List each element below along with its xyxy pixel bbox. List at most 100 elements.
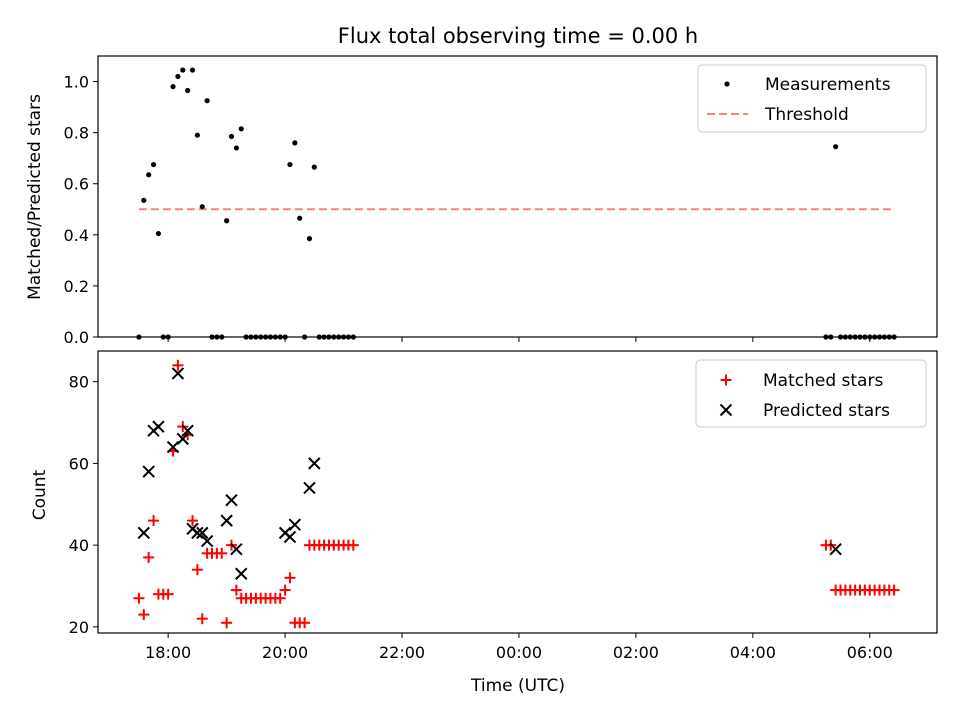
measurement-point xyxy=(833,144,839,150)
predicted-star-point xyxy=(137,526,151,540)
matched-star-point xyxy=(138,609,150,621)
predicted-star-point xyxy=(196,526,209,540)
x-b xyxy=(303,481,316,495)
x-b xyxy=(181,424,194,437)
x-b xyxy=(288,518,302,531)
matched-star-point xyxy=(196,613,208,625)
matched-star-point xyxy=(133,592,145,604)
predicted-star-point xyxy=(152,420,165,433)
x-b xyxy=(308,457,321,470)
x-b xyxy=(225,493,238,507)
measurement-point xyxy=(297,215,303,221)
top-ytick-label: 0.6 xyxy=(64,175,89,194)
predicted-star-point xyxy=(829,543,842,556)
matched-star-point xyxy=(162,588,174,600)
predicted-star-point xyxy=(191,526,204,540)
x-b xyxy=(196,526,209,540)
legend-threshold-label: Threshold xyxy=(764,105,849,125)
top-legend-box xyxy=(697,64,927,133)
matched-star-point xyxy=(279,584,291,596)
predicted-star-point xyxy=(283,530,297,544)
xtick-label: 02:00 xyxy=(613,643,659,662)
bottom-axes-frame xyxy=(97,350,938,634)
measurement-point xyxy=(292,140,298,146)
measurement-point xyxy=(287,161,293,168)
top-ytick-label: 0.4 xyxy=(64,226,89,245)
predicted-star-point xyxy=(308,457,321,470)
legend-matched-marker xyxy=(720,374,732,386)
x-b xyxy=(191,526,204,540)
measurement-point xyxy=(175,73,181,80)
predicted-star-point xyxy=(235,567,248,580)
predicted-star-point xyxy=(200,534,214,548)
matched-star-point xyxy=(888,584,900,596)
top-ytick-label: 0.8 xyxy=(64,124,89,143)
matched-star-point xyxy=(347,539,359,551)
x-b xyxy=(235,567,248,580)
x-b xyxy=(230,543,243,556)
x-b xyxy=(142,465,155,478)
measurement-point xyxy=(185,87,191,94)
xlabel: Time (UTC) xyxy=(470,676,565,696)
bottom-ytick-label: 80 xyxy=(69,373,89,392)
x-b xyxy=(171,367,185,380)
x-b xyxy=(166,440,180,454)
xtick-label: 04:00 xyxy=(730,643,776,662)
measurement-point xyxy=(155,230,162,237)
bottom-ytick-label: 40 xyxy=(69,536,89,555)
predicted-star-point xyxy=(181,424,194,437)
xtick-label: 20:00 xyxy=(262,643,308,662)
predicted-star-point xyxy=(230,543,243,556)
xtick-label: 06:00 xyxy=(847,643,893,662)
measurement-point xyxy=(238,126,244,132)
matched-star-point xyxy=(143,551,155,563)
matched-star-point xyxy=(230,584,242,596)
matched-star-point xyxy=(148,515,160,527)
measurement-point xyxy=(224,218,230,224)
bottom-ytick-label: 60 xyxy=(69,454,89,473)
predicted-star-point xyxy=(225,493,238,507)
matched-star-point xyxy=(274,592,286,604)
matched-star-point xyxy=(187,515,199,527)
measurement-point xyxy=(189,67,196,73)
x-b xyxy=(200,534,214,548)
measurement-point xyxy=(228,133,235,140)
top-ylabel: Matched/Predicted stars xyxy=(25,94,45,300)
legend-predicted-marker xyxy=(719,403,733,417)
measurement-point xyxy=(194,132,200,138)
measurement-point xyxy=(233,145,239,151)
measurement-point xyxy=(180,67,186,73)
x-b xyxy=(176,432,189,446)
measurement-point xyxy=(150,161,157,168)
matched-star-point xyxy=(216,547,228,559)
x-b xyxy=(152,420,165,433)
matched-star-point xyxy=(191,564,203,576)
measurement-point xyxy=(146,172,152,178)
legend-matched-label: Matched stars xyxy=(763,371,883,391)
matched-star-point xyxy=(172,359,184,371)
bottom-legend-box xyxy=(695,359,927,428)
measurement-point xyxy=(306,236,313,242)
x-b xyxy=(283,530,297,544)
predicted-star-point xyxy=(176,432,189,446)
x-b xyxy=(719,403,733,417)
xtick-label: 18:00 xyxy=(145,643,191,662)
xtick-label: 22:00 xyxy=(379,643,425,662)
bottom-ytick-label: 20 xyxy=(69,618,89,637)
predicted-star-point xyxy=(220,514,233,527)
predicted-star-point xyxy=(171,367,185,380)
measurement-point xyxy=(170,84,176,90)
top-ytick-label: 0.2 xyxy=(64,277,89,296)
top-panel: 0.0 0.2 0.4 0.6 0.8 1.0 xyxy=(64,55,938,347)
measurement-point xyxy=(311,164,317,170)
legend-measurements-label: Measurements xyxy=(765,75,891,95)
matched-star-point xyxy=(221,617,233,629)
top-axes-frame xyxy=(97,55,938,338)
measurement-point xyxy=(141,197,147,203)
matched-star-point xyxy=(284,572,296,584)
top-legend: Measurements Threshold xyxy=(697,64,927,133)
legend-measurement-marker xyxy=(724,81,730,87)
predicted-star-point xyxy=(166,440,180,454)
predicted-star-point xyxy=(288,518,302,531)
